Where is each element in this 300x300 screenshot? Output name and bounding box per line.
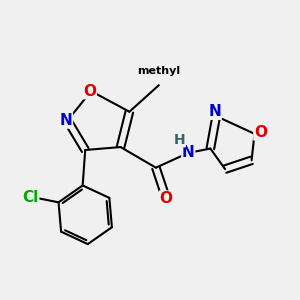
Text: Cl: Cl xyxy=(22,190,39,206)
Text: N: N xyxy=(60,113,73,128)
Text: O: O xyxy=(160,191,173,206)
Text: O: O xyxy=(83,84,96,99)
Text: N: N xyxy=(182,146,195,160)
Text: H: H xyxy=(174,133,185,147)
Text: N: N xyxy=(208,104,221,119)
Text: O: O xyxy=(254,125,267,140)
Text: methyl: methyl xyxy=(137,66,180,76)
